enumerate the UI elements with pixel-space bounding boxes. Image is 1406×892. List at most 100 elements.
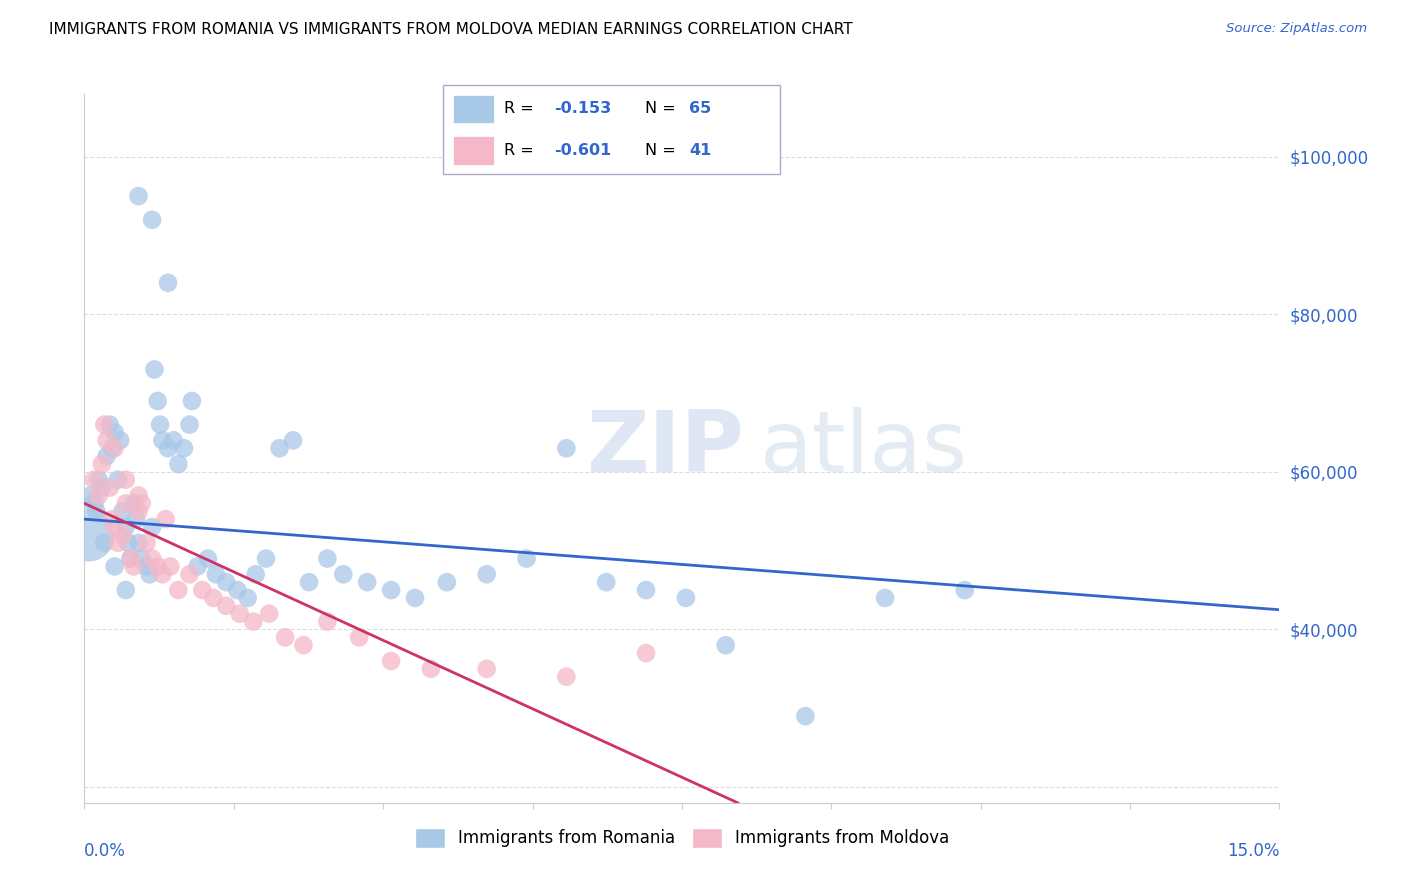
Point [146,393,169,408]
Point [191,583,214,598]
Text: 15.0%: 15.0% [1227,842,1279,860]
Point [90,457,112,471]
Point [117,535,139,549]
Point [316,615,339,629]
Point [111,504,134,518]
Point [595,575,617,590]
Point [107,535,129,549]
Point [114,520,136,534]
Point [555,441,578,455]
Text: Source: ZipAtlas.com: Source: ZipAtlas.com [1226,22,1367,36]
Point [122,496,145,510]
Point [98,481,121,495]
Point [229,607,252,621]
Point [86,504,108,518]
Point [380,583,402,598]
Point [87,488,110,502]
Point [636,646,658,660]
Point [104,441,127,455]
Point [146,559,169,574]
Point [202,591,225,605]
Point [179,417,201,432]
Point [96,449,118,463]
Point [120,551,142,566]
Point [242,615,264,629]
Text: R =: R = [503,102,538,116]
Point [292,638,315,652]
Bar [453,95,494,123]
Point [181,393,204,408]
Point [120,551,142,566]
Point [159,559,181,574]
Point [157,441,180,455]
Point [167,583,190,598]
Point [83,496,105,510]
Point [104,520,127,534]
Point [254,551,277,566]
Text: N =: N = [645,102,682,116]
Point [104,425,127,440]
Legend: Immigrants from Romania, Immigrants from Moldova: Immigrants from Romania, Immigrants from… [408,821,956,855]
Point [675,591,697,605]
Point [152,434,174,448]
Point [114,496,136,510]
Point [516,551,538,566]
Text: -0.153: -0.153 [554,102,612,116]
Point [149,417,172,432]
Point [128,504,150,518]
Point [475,567,498,582]
Point [274,630,297,644]
Point [436,575,458,590]
Point [226,583,249,598]
FancyBboxPatch shape [443,85,780,174]
Point [114,473,136,487]
Point [90,481,112,495]
Point [114,583,136,598]
Point [143,362,166,376]
Point [953,583,976,598]
Point [167,457,190,471]
Point [155,512,177,526]
Point [173,441,195,455]
Point [714,638,737,652]
Point [380,654,402,668]
Point [128,488,150,502]
Point [205,567,228,582]
Point [197,551,219,566]
Point [356,575,378,590]
Point [122,559,145,574]
Point [135,535,157,549]
Text: N =: N = [645,144,682,158]
Text: 0.0%: 0.0% [84,842,127,860]
Point [152,567,174,582]
Point [125,512,148,526]
Point [281,434,304,448]
Point [77,528,100,542]
Point [257,607,280,621]
Point [101,512,124,526]
Point [128,535,150,549]
Point [475,662,498,676]
Point [316,551,339,566]
Point [93,417,115,432]
Text: ZIP: ZIP [586,407,744,490]
Point [138,567,160,582]
Point [141,551,163,566]
Point [131,551,153,566]
Point [101,441,124,455]
Point [636,583,658,598]
Point [236,591,259,605]
Point [404,591,426,605]
Point [298,575,321,590]
Point [269,441,291,455]
Text: IMMIGRANTS FROM ROMANIA VS IMMIGRANTS FROM MOLDOVA MEDIAN EARNINGS CORRELATION C: IMMIGRANTS FROM ROMANIA VS IMMIGRANTS FR… [49,22,853,37]
Text: atlas: atlas [759,407,967,490]
Point [131,496,153,510]
Point [245,567,267,582]
Point [93,535,115,549]
Point [349,630,371,644]
Point [875,591,897,605]
Point [794,709,817,723]
Text: 65: 65 [689,102,711,116]
Point [157,276,180,290]
